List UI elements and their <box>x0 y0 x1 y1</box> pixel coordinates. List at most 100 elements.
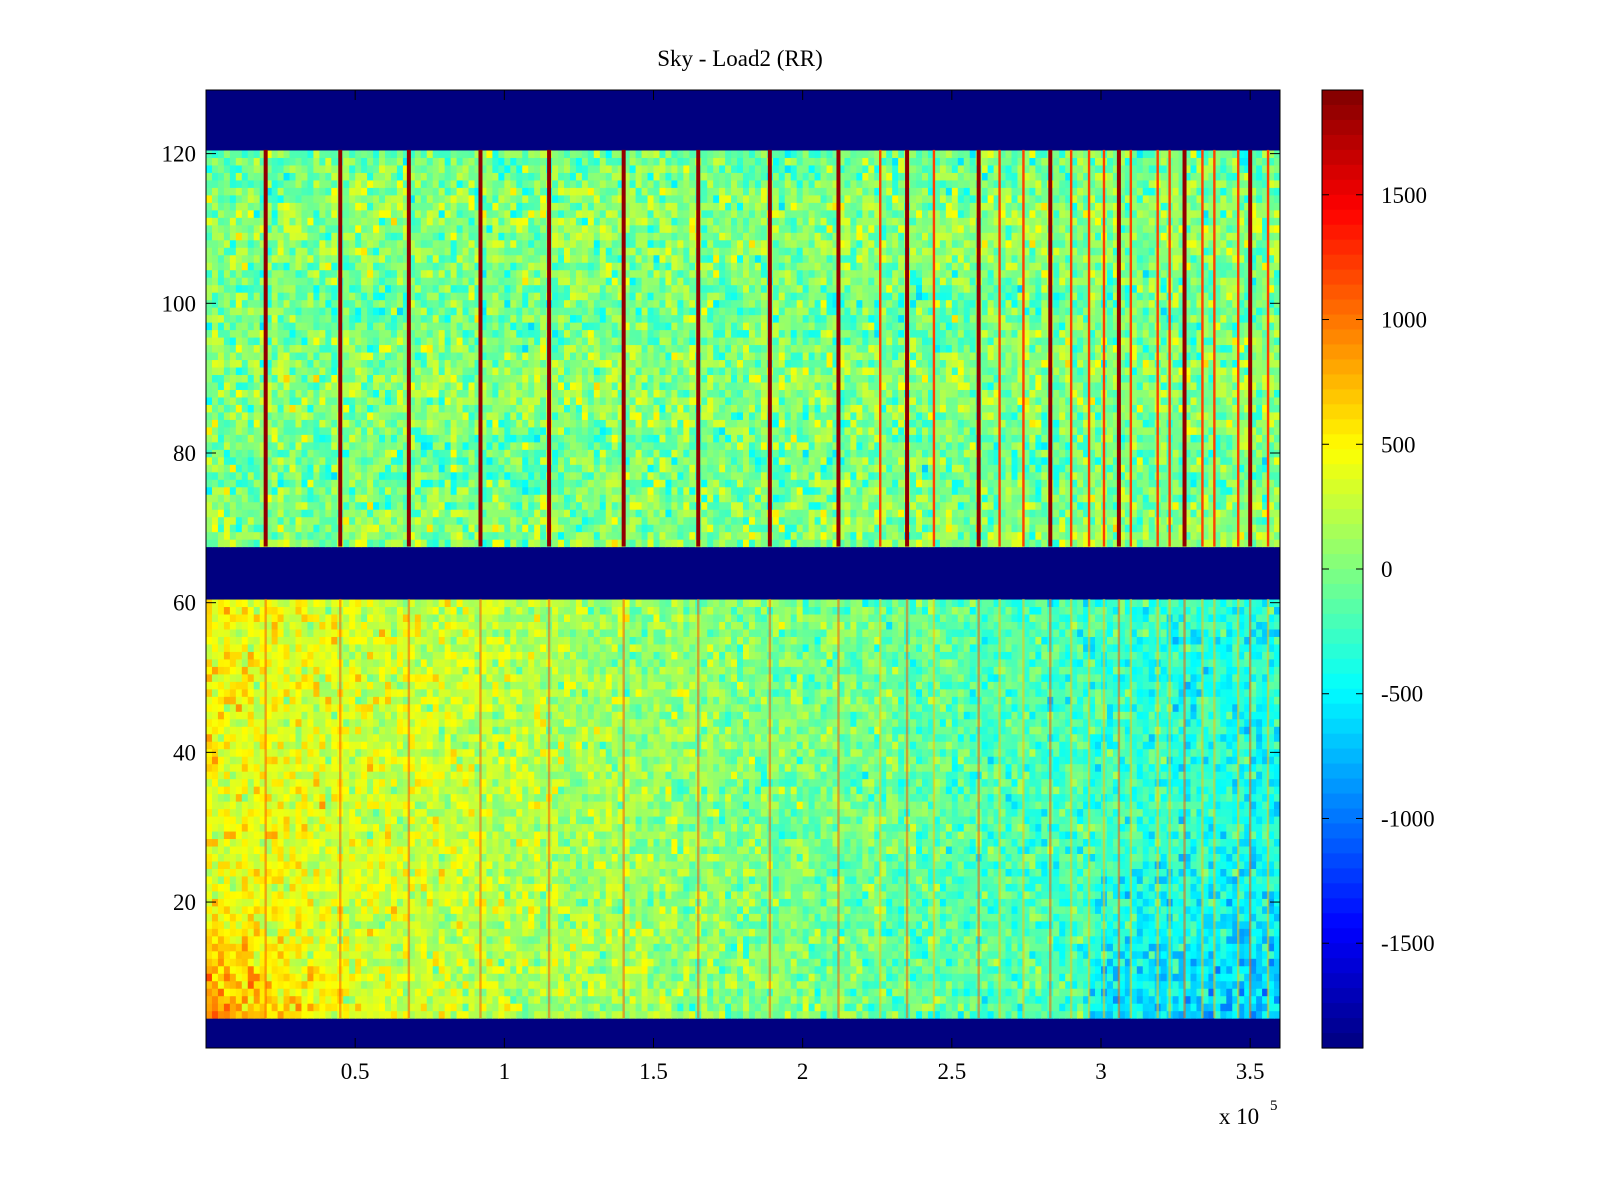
heatmap-cell <box>1005 845 1013 855</box>
heatmap-cell <box>1268 943 1275 952</box>
heatmap-cell <box>319 995 326 1004</box>
heatmap-cell <box>510 823 517 832</box>
heatmap-cell <box>707 905 714 914</box>
heatmap-cell <box>373 838 380 847</box>
heatmap-cell <box>737 958 744 967</box>
heatmap-cell <box>725 920 732 929</box>
heatmap-cell <box>1071 890 1078 899</box>
heatmap-cell <box>468 838 476 847</box>
heatmap-cell <box>963 995 971 1004</box>
heatmap-cell <box>1232 980 1239 989</box>
heatmap-cell <box>1196 823 1204 832</box>
heatmap-cell <box>635 943 643 952</box>
heatmap-cell <box>981 830 989 840</box>
heatmap-cell <box>516 965 523 974</box>
heatmap-cell <box>790 965 798 974</box>
heatmap-cell <box>373 823 380 832</box>
heatmap-cell <box>1017 838 1025 847</box>
heatmap-cell <box>784 830 792 840</box>
heatmap-cell <box>981 890 989 899</box>
heatmap-cell <box>916 883 923 892</box>
heatmap-cell <box>808 898 816 907</box>
heatmap-cell <box>1023 853 1030 862</box>
heatmap-cell <box>772 1010 780 1019</box>
heatmap-cell <box>1268 830 1275 840</box>
heatmap-cell <box>355 1010 362 1019</box>
heatmap-cell <box>1226 1010 1233 1019</box>
heatmap-cell <box>844 943 851 952</box>
heatmap-cell <box>981 950 989 959</box>
heatmap-cell <box>593 845 601 855</box>
heatmap-cell <box>1190 950 1198 959</box>
heatmap-cell <box>1250 943 1257 952</box>
heatmap-cell <box>868 920 875 929</box>
heatmap-cell <box>826 860 834 869</box>
heatmap-cell <box>1190 905 1198 914</box>
heatmap-cell <box>420 898 428 907</box>
heatmap-cell <box>820 823 828 832</box>
heatmap-cell <box>605 995 613 1004</box>
heatmap-cell <box>862 965 869 974</box>
heatmap-cell <box>826 898 834 907</box>
heatmap-cell <box>844 830 851 840</box>
heatmap-cell <box>898 830 905 840</box>
heatmap-cell <box>802 860 810 869</box>
heatmap-cell <box>265 913 273 922</box>
heatmap-cell <box>832 868 840 877</box>
heatmap-cell <box>1077 905 1084 914</box>
heatmap-cell <box>802 958 810 967</box>
heatmap-cell <box>868 808 875 817</box>
heatmap-cell <box>993 943 1001 952</box>
heatmap-cell <box>1226 913 1233 922</box>
heatmap-cell <box>748 995 756 1004</box>
heatmap-cell <box>725 913 732 922</box>
heatmap-cell <box>856 1003 863 1012</box>
heatmap-cell <box>641 823 649 832</box>
heatmap-cell <box>1106 860 1114 869</box>
heatmap-cell <box>492 973 499 982</box>
heatmap-cell <box>1106 973 1114 982</box>
heatmap-cell <box>838 838 846 847</box>
heatmap-cell <box>844 868 851 877</box>
heatmap-cell <box>492 830 499 840</box>
heatmap-cell <box>581 890 589 899</box>
heatmap-cell <box>939 965 947 974</box>
heatmap-cell <box>474 935 482 944</box>
heatmap-cell <box>689 1003 696 1012</box>
heatmap-cell <box>1238 853 1245 862</box>
heatmap-cell <box>599 980 607 989</box>
heatmap-cell <box>856 995 863 1004</box>
heatmap-cell <box>1124 965 1132 974</box>
heatmap-cell <box>945 905 953 914</box>
heatmap-cell <box>432 883 440 892</box>
heatmap-cell <box>486 928 493 937</box>
heatmap-cell <box>605 875 613 884</box>
heatmap-cell <box>420 883 428 892</box>
heatmap-cell <box>927 853 935 862</box>
heatmap-cell <box>301 995 309 1004</box>
heatmap-cell <box>1250 875 1257 884</box>
heatmap-cell <box>748 875 756 884</box>
heatmap-cell <box>456 898 464 907</box>
heatmap-cell <box>832 905 840 914</box>
heatmap-cell <box>206 988 213 997</box>
heatmap-cell <box>951 845 959 855</box>
heatmap-cell <box>510 1003 517 1012</box>
heatmap-cell <box>707 920 714 929</box>
heatmap-cell <box>1029 973 1036 982</box>
heatmap-cell <box>235 823 243 832</box>
heatmap-cell <box>1071 913 1078 922</box>
heatmap-cell <box>1029 1010 1036 1019</box>
heatmap-cell <box>587 913 595 922</box>
heatmap-cell <box>1124 815 1132 825</box>
heatmap-cell <box>480 898 488 907</box>
masked-row <box>206 1025 1280 1034</box>
heatmap-cell <box>587 973 595 982</box>
heatmap-cell <box>981 808 989 817</box>
heatmap-cell <box>241 808 249 817</box>
heatmap-cell <box>838 898 846 907</box>
heatmap-cell <box>922 913 929 922</box>
heatmap-cell <box>945 815 953 825</box>
heatmap-cell <box>462 913 470 922</box>
heatmap-cell <box>1274 935 1280 944</box>
